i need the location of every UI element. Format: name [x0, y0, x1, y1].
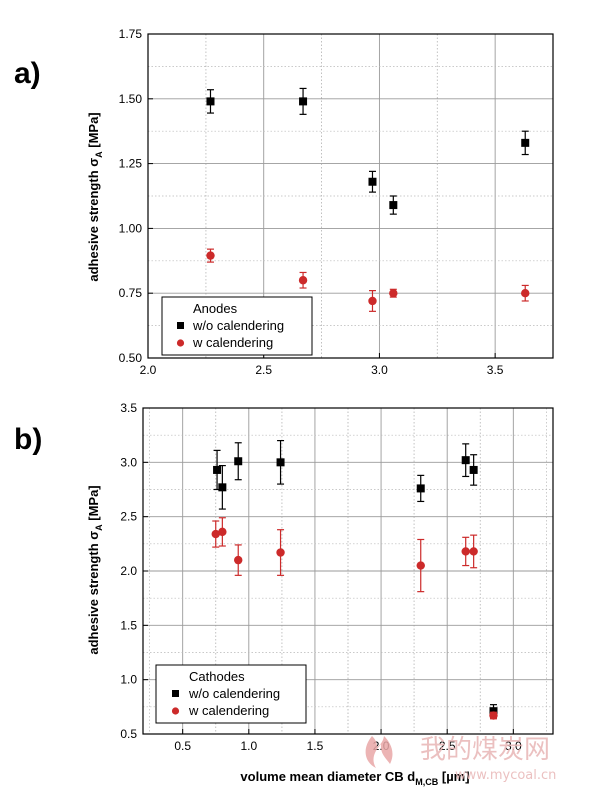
x-tick-label: 2.5: [439, 739, 456, 753]
panel-b-legend-series-2: w calendering: [188, 703, 269, 718]
data-point-square: [489, 707, 498, 716]
data-point-square: [469, 465, 478, 474]
panel-b-y-axis-label: adhesive strength σA [MPa]: [86, 485, 104, 654]
panel-a-legend-series-2: w calendering: [192, 335, 273, 350]
data-point-circle: [389, 289, 398, 298]
panel-a-plot-frame: [147, 33, 554, 359]
data-point-circle: [368, 296, 377, 306]
data-point-square: [206, 97, 215, 106]
panel-a-legend-title: Anodes: [193, 301, 238, 316]
panel-b-letter: b): [14, 423, 42, 456]
x-tick-label: 3.0: [371, 363, 388, 377]
panel-a-anodes: a) 2.0 2.5 3.0 3.50.500.751.001.251.501.75 …: [14, 27, 554, 377]
panel-a-marks: [206, 87, 530, 312]
panel-b-legend: Cathodes w/o calendering w calendering: [155, 664, 307, 724]
x-tick-label: 1.0: [240, 739, 257, 753]
data-point-circle: [521, 289, 530, 298]
panel-b-plot-frame: [142, 407, 554, 735]
data-point-circle: [416, 561, 425, 570]
data-point-circle: [298, 276, 308, 285]
x-tick-label: 1.5: [307, 739, 324, 753]
data-point-square: [299, 97, 308, 106]
y-tick-label: 1.5: [120, 618, 137, 632]
data-point-circle: [234, 555, 243, 565]
panel-b-cathodes: b) 0.51.01.52.02.53.00.51.01.52.02.53.03…: [14, 401, 554, 787]
panel-b-x-axis-label-unit: [µm]: [438, 769, 469, 784]
panel-b-legend-box: [155, 664, 307, 724]
y-tick-label: 1.0: [120, 673, 137, 687]
y-tick-label: 0.5: [120, 727, 137, 741]
data-point-square: [213, 465, 222, 474]
panel-a-legend: Anodes w/o calendering w calendering: [161, 296, 313, 356]
data-point-circle: [276, 548, 285, 557]
y-tick-label: 3.5: [120, 401, 137, 415]
panel-b-y-axis-label-unit: [MPa]: [86, 485, 101, 524]
data-point-square: [521, 138, 530, 147]
panel-b-marks: [211, 440, 498, 720]
y-tick-label: 1.25: [119, 157, 143, 171]
data-point-square: [461, 456, 470, 465]
watermark: 我的煤炭网 www.mycoal.cn: [365, 735, 556, 783]
data-point-circle: [206, 251, 215, 260]
y-tick-label: 0.75: [119, 286, 143, 300]
x-tick-label: 0.5: [174, 739, 191, 753]
panel-b-y-axis-label-sub: A: [94, 524, 104, 531]
panel-a-y-axis-label-unit: [MPa]: [86, 112, 101, 151]
panel-b-legend-circle-marker: [171, 707, 180, 715]
x-tick-label: 2.5: [255, 363, 272, 377]
panel-a-y-axis-label: adhesive strength σA [MPa]: [86, 112, 104, 281]
data-point-circle: [489, 711, 498, 720]
data-point-square: [234, 457, 243, 466]
panel-a-y-axis-label-sub: A: [94, 151, 104, 158]
data-point-circle: [469, 547, 478, 556]
panel-b-y-axis-label-main: adhesive strength σ: [86, 531, 101, 655]
data-point-square: [368, 177, 377, 186]
y-tick-label: 3.0: [120, 455, 137, 469]
panel-b-legend-series-1: w/o calendering: [188, 686, 280, 701]
flame-logo-icon: [365, 736, 393, 768]
watermark-chinese-text: 我的煤炭网: [420, 735, 550, 765]
data-point-square: [416, 484, 425, 493]
panel-b-x-axis-label-sub: M,CB: [415, 777, 438, 787]
y-tick-label: 2.5: [120, 510, 137, 524]
data-point-circle: [218, 527, 227, 537]
y-tick-label: 2.0: [120, 564, 137, 578]
data-point-circle: [461, 547, 470, 556]
x-tick-label: 3.0: [505, 739, 522, 753]
y-tick-label: 1.50: [119, 92, 143, 106]
panel-a-legend-circle-marker: [176, 339, 185, 347]
y-tick-label: 0.50: [119, 351, 143, 365]
watermark-url: www.mycoal.cn: [455, 768, 556, 783]
x-tick-label: 3.5: [487, 363, 504, 377]
panel-b-x-axis-label-main: volume mean diameter CB d: [240, 769, 415, 784]
data-point-square: [389, 201, 398, 210]
x-tick-label: 2.0: [140, 363, 157, 377]
panel-a-letter: a): [14, 57, 41, 90]
data-point-square: [218, 483, 227, 492]
panel-a-legend-series-1: w/o calendering: [192, 318, 284, 333]
panel-a-legend-square-marker: [177, 322, 184, 329]
panel-a-y-axis-label-main: adhesive strength σ: [86, 158, 101, 282]
panel-b-legend-square-marker: [172, 690, 179, 697]
data-point-square: [276, 458, 285, 467]
panel-b-ticks: 0.51.01.52.02.53.00.51.01.52.02.53.03.5: [120, 401, 522, 753]
y-tick-label: 1.75: [119, 27, 143, 41]
y-tick-label: 1.00: [119, 221, 143, 235]
panel-b-legend-title: Cathodes: [189, 669, 245, 684]
panel-b-x-axis-label: volume mean diameter CB dM,CB [µm]: [240, 769, 469, 787]
data-point-circle: [211, 529, 220, 539]
panel-a-legend-box: [161, 296, 313, 356]
